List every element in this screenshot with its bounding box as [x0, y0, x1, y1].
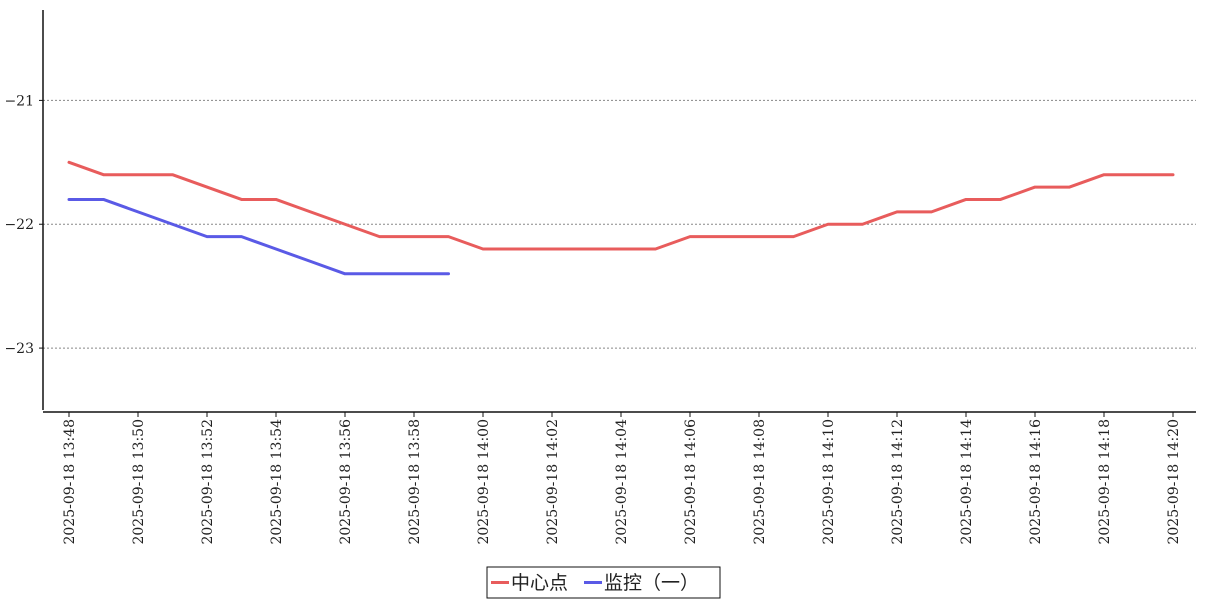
x-tick-label: 2025-09-18 14:06 — [683, 419, 699, 545]
legend-label: 监控（一） — [604, 572, 699, 594]
x-tick-label: 2025-09-18 14:04 — [614, 419, 630, 545]
x-tick-label: 2025-09-18 13:50 — [131, 419, 147, 545]
grid-lines — [43, 99, 1196, 349]
x-tick-label: 2025-09-18 13:56 — [338, 419, 354, 545]
axes: −21 −22 −23 2025-09-18 13:48 2025-09-18 13:5… — [4, 10, 1196, 545]
y-tick-label: −22 — [4, 217, 34, 233]
x-tick-label: 2025-09-18 14:00 — [476, 419, 492, 545]
legend-box — [486, 566, 721, 599]
x-tick-label: 2025-09-18 14:02 — [545, 419, 561, 545]
x-tick-label: 2025-09-18 14:08 — [752, 419, 768, 545]
y-tick-label: −23 — [4, 341, 34, 357]
x-tick-label: 2025-09-18 14:18 — [1097, 419, 1113, 545]
x-tick-label: 2025-09-18 14:10 — [821, 419, 837, 545]
x-tick-label: 2025-09-18 14:16 — [1028, 419, 1044, 545]
x-tick-label: 2025-09-18 14:14 — [959, 419, 975, 545]
series-lines — [67, 160, 1175, 276]
x-tick-label: 2025-09-18 13:54 — [269, 419, 285, 545]
y-tick-label: −21 — [4, 93, 34, 109]
x-tick-label: 2025-09-18 13:48 — [62, 419, 78, 545]
legend-label: 中心点 — [511, 572, 568, 594]
legend: 中心点 监控（一） — [486, 566, 721, 599]
x-tick-label: 2025-09-18 14:20 — [1166, 419, 1182, 545]
series-line-2 — [67, 197, 450, 276]
x-tick-label: 2025-09-18 13:58 — [407, 419, 423, 545]
x-tick-label: 2025-09-18 13:52 — [200, 419, 216, 545]
series-line-1 — [67, 160, 1175, 251]
x-tick-label: 2025-09-18 14:12 — [890, 419, 906, 545]
